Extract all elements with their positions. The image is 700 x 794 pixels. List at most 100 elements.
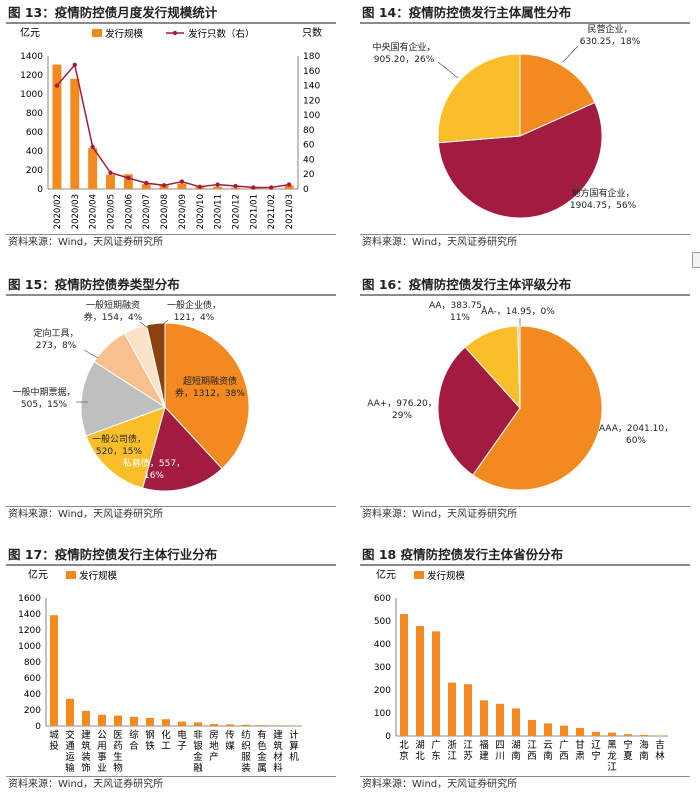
y-tick: 400 [24, 690, 41, 700]
line-point [233, 183, 238, 189]
fig16-title: 图 16：疫情防控债发行主体评级分布 [362, 277, 572, 292]
x-tick-label: 湖北 [415, 740, 425, 762]
bar [50, 615, 58, 726]
x-tick-label: 2020/05 [107, 194, 117, 229]
y-tick-right: 60 [303, 141, 315, 151]
y-tick-right: 80 [303, 126, 315, 136]
bar [114, 715, 122, 726]
fig18-title: 图 18 疫情防控债发行主体省份分布 [362, 547, 564, 562]
y-tick-left: 600 [26, 128, 43, 138]
bar [496, 703, 504, 736]
pie-label: 私募债，557， [123, 457, 185, 469]
fig16-chart: AAA，2041.10， 60% AA+，976.20， 29% AA，383.75， 1… [367, 301, 673, 491]
pie-leader-line [83, 349, 99, 359]
x-tick-label: 城投 [49, 730, 59, 752]
pie-label: AA+，976.20， [367, 399, 437, 409]
x-tick-label: 湖南 [511, 740, 521, 762]
line-point [251, 185, 256, 190]
panel-fig17: 图 17：疫情防控债发行主体行业分布 亿元 发行规模 0 200 400 600 800 10… [6, 544, 336, 792]
bar [106, 174, 115, 189]
pie-slice [145, 322, 166, 408]
line-point [197, 184, 202, 189]
x-tick-label: 江苏 [463, 740, 473, 762]
pie-label: AAA，2041.10， [599, 424, 673, 434]
pie-slice [164, 322, 250, 470]
fig15-title-bar: 图 15：疫情防控债券类型分布 [6, 274, 336, 296]
bar [464, 684, 472, 736]
y-tick-right: 140 [303, 82, 320, 92]
y-tick-left: 1000 [20, 90, 43, 100]
x-tick-label: 辽宁 [591, 739, 601, 762]
y-tick: 200 [24, 706, 41, 716]
pie-label: 一般中期票据， [12, 386, 75, 398]
fig16-source: 资料来源：Wind，天风证券研究所 [360, 506, 690, 523]
bar [624, 734, 632, 736]
fig18-title-bar: 图 18 疫情防控债发行主体省份分布 [360, 544, 690, 566]
x-tick-label: 2020/06 [124, 194, 134, 229]
legend-swatch-bar [414, 571, 424, 579]
legend-swatch-line-marker [172, 30, 178, 36]
y-axis-unit: 亿元 [28, 568, 48, 581]
x-tick-label: 传媒 [225, 729, 235, 752]
y-tick: 600 [24, 674, 41, 684]
y-tick: 300 [374, 663, 391, 673]
bar [52, 64, 62, 189]
pie-slice [85, 406, 166, 489]
y-tick: 800 [24, 658, 41, 668]
bar [123, 174, 133, 189]
x-tick-label: 吉林 [655, 740, 665, 762]
bar [88, 148, 98, 189]
x-tick-label: 云南 [543, 740, 553, 762]
pie-label: 定向工具， [33, 327, 78, 339]
y-tick-right: 160 [303, 67, 320, 77]
pie-leader-line [574, 181, 583, 191]
x-tick-label: 2020/08 [160, 194, 170, 229]
legend-swatch-bar [92, 29, 102, 37]
fig17-title-bar: 图 17：疫情防控债发行主体行业分布 [6, 544, 336, 566]
scroll-handle[interactable] [692, 252, 700, 268]
x-tick-label: 北京 [399, 740, 409, 762]
x-tick-label: 广西 [559, 739, 569, 762]
fig17-chart: 亿元 发行规模 0 200 400 600 800 1000 1200 1400 1600 城投交通运… [18, 568, 302, 774]
y-tick-left: 0 [37, 185, 43, 195]
bar [560, 725, 568, 736]
x-tick-label: 广东 [431, 739, 441, 762]
y-axis-unit: 亿元 [376, 568, 396, 581]
bar [608, 732, 616, 736]
panel-fig18: 图 18 疫情防控债发行主体省份分布 亿元 发行规模 0 100 200 300 400 50… [360, 544, 690, 792]
pie-label: 中央国有企业， [372, 41, 435, 53]
pie-label: 一般短期融资 [86, 299, 140, 311]
fig14-source: 资料来源：Wind，天风证券研究所 [360, 234, 690, 251]
x-tick-label: 黑龙江 [607, 740, 617, 773]
x-tick-label: 2021/01 [249, 194, 259, 229]
x-tick-label: 2020/12 [232, 194, 242, 229]
line-series [56, 63, 290, 189]
pie-label: 630.25，18% [580, 37, 641, 47]
fig15-source: 资料来源：Wind，天风证券研究所 [6, 506, 336, 523]
y-tick-right: 0 [303, 185, 309, 195]
bar [284, 185, 294, 189]
y-tick-right: 20 [303, 170, 315, 180]
y-tick: 100 [374, 709, 391, 719]
y-tick-left: 1200 [20, 71, 43, 81]
bar [274, 725, 282, 726]
line-point [215, 182, 220, 187]
bar [416, 626, 424, 736]
bar [141, 184, 151, 189]
bar [162, 719, 170, 726]
pie-slice [519, 53, 596, 137]
pie-label: 121，4% [174, 313, 215, 323]
y-tick-left: 200 [26, 166, 43, 176]
x-tick-label: 宁夏 [623, 739, 633, 762]
pie-label: 29% [392, 411, 412, 421]
line-point [72, 62, 77, 68]
x-tick-label: 公用事业 [97, 730, 107, 774]
line-point [286, 182, 292, 187]
x-tick-label: 计算机 [289, 729, 299, 763]
bar [213, 186, 223, 189]
y-axis-unit-right: 只数 [302, 26, 322, 39]
y-tick-left: 400 [26, 147, 43, 157]
bar [512, 708, 520, 736]
panel-fig16: 图 16：疫情防控债发行主体评级分布 AAA，2041.10， 60% AA+，97… [360, 274, 690, 524]
legend-label-bar: 发行规模 [79, 570, 118, 582]
